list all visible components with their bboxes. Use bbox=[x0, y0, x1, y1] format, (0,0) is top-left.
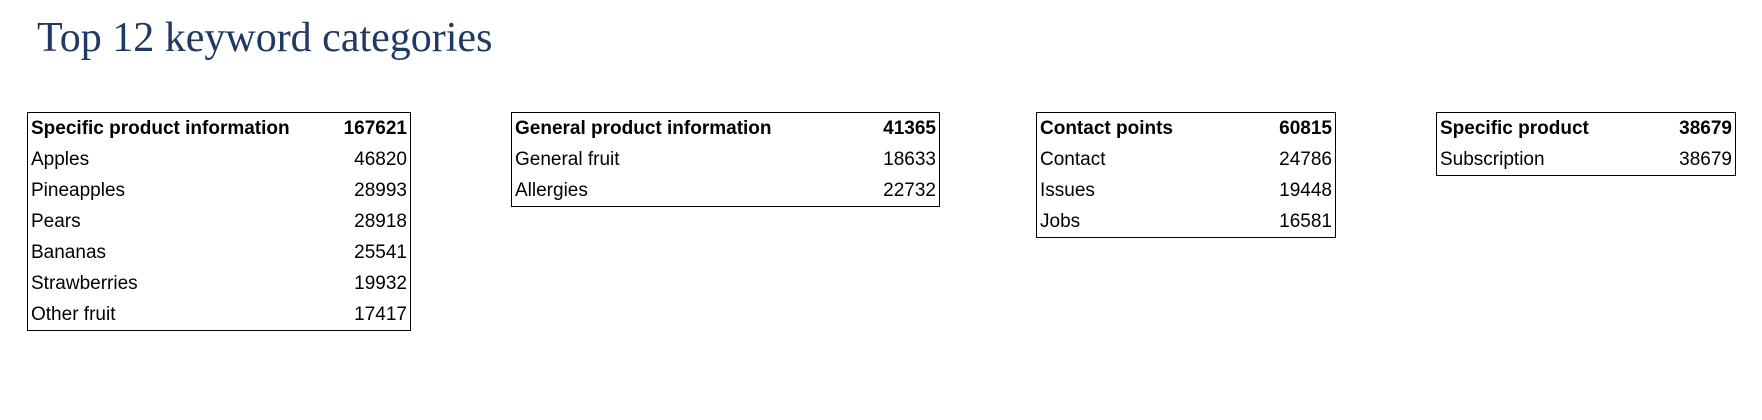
keyword-table: General product information 41365 General … bbox=[511, 112, 940, 207]
cell-label: Bananas bbox=[31, 242, 107, 263]
data-row: Allergies 22732 bbox=[512, 175, 940, 207]
cell-value: 28993 bbox=[354, 180, 407, 201]
cell-value: 25541 bbox=[354, 242, 407, 263]
keyword-table: Specific product information 167621 Apples… bbox=[27, 112, 411, 331]
cell-label: Strawberries bbox=[31, 273, 138, 294]
cell-label: Pineapples bbox=[31, 180, 126, 201]
data-row: Issues 19448 bbox=[1037, 175, 1336, 206]
data-row: Pineapples 28993 bbox=[28, 175, 411, 206]
data-row: Pears 28918 bbox=[28, 206, 411, 237]
header-row: General product information 41365 bbox=[512, 113, 940, 145]
data-row: Bananas 25541 bbox=[28, 237, 411, 268]
cell-label: General product information bbox=[515, 118, 772, 139]
cell-value: 38679 bbox=[1679, 118, 1732, 139]
cell-label: Allergies bbox=[515, 180, 588, 201]
cell-label: Pears bbox=[31, 211, 81, 232]
cell-label: Contact bbox=[1040, 149, 1106, 170]
cell-value: 167621 bbox=[343, 118, 407, 139]
cell-label: General fruit bbox=[515, 149, 620, 170]
cell-label: Specific product bbox=[1440, 118, 1589, 139]
cell-value: 38679 bbox=[1679, 149, 1732, 170]
cell-value: 41365 bbox=[883, 118, 936, 139]
data-row: Subscription 38679 bbox=[1437, 144, 1736, 176]
data-row: Other fruit 17417 bbox=[28, 299, 411, 331]
data-row: Contact 24786 bbox=[1037, 144, 1336, 175]
data-row: Jobs 16581 bbox=[1037, 206, 1336, 238]
cell-value: 24786 bbox=[1279, 149, 1332, 170]
keyword-table: Contact points 60815 Contact 24786 Issues 194… bbox=[1036, 112, 1336, 238]
cell-label: Subscription bbox=[1440, 149, 1545, 170]
table-body: Contact points 60815 Contact 24786 Issues 194… bbox=[1037, 113, 1336, 238]
cell-label: Apples bbox=[31, 149, 90, 170]
header-row: Specific product information 167621 bbox=[28, 113, 411, 145]
cell-value: 18633 bbox=[883, 149, 936, 170]
keyword-table: Specific product 38679 Subscription 38679 bbox=[1436, 112, 1736, 176]
data-row: Strawberries 19932 bbox=[28, 268, 411, 299]
cell-label: Jobs bbox=[1040, 211, 1081, 232]
cell-label: Other fruit bbox=[31, 304, 116, 325]
header-row: Specific product 38679 bbox=[1437, 113, 1736, 145]
table-body: Specific product information 167621 Apples… bbox=[28, 113, 411, 331]
cell-label: Issues bbox=[1040, 180, 1095, 201]
cell-value: 16581 bbox=[1279, 211, 1332, 232]
cell-label: Specific product information bbox=[31, 118, 290, 139]
table-body: General product information 41365 General … bbox=[512, 113, 940, 207]
cell-value: 19448 bbox=[1279, 180, 1332, 201]
page-title: Top 12 keyword categories bbox=[37, 15, 493, 61]
header-row: Contact points 60815 bbox=[1037, 113, 1336, 145]
cell-value: 22732 bbox=[883, 180, 936, 201]
cell-value: 17417 bbox=[354, 304, 407, 325]
cell-value: 28918 bbox=[354, 211, 407, 232]
cell-value: 19932 bbox=[354, 273, 407, 294]
data-row: Apples 46820 bbox=[28, 144, 411, 175]
data-row: General fruit 18633 bbox=[512, 144, 940, 175]
table-body: Specific product 38679 Subscription 38679 bbox=[1437, 113, 1736, 176]
cell-label: Contact points bbox=[1040, 118, 1173, 139]
cell-value: 46820 bbox=[354, 149, 407, 170]
cell-value: 60815 bbox=[1279, 118, 1332, 139]
